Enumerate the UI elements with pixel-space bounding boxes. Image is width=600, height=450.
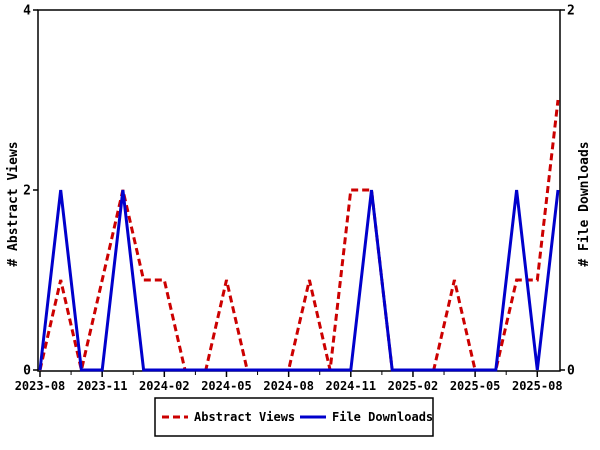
y-left-tick-label: 4 — [23, 4, 31, 19]
legend: Abstract Views File Downloads — [154, 397, 434, 437]
y-axis-left-labels: 0 2 4 — [23, 4, 31, 379]
x-tick-label: 2024-05 — [201, 379, 252, 393]
y-axis-left-ticks — [33, 9, 38, 371]
x-axis-minor-ticks — [70, 371, 507, 375]
x-tick-label: 2024-02 — [139, 379, 190, 393]
right-axis-title: # File Downloads — [577, 141, 592, 266]
x-axis-tick-labels: 2023-08 2023-11 2024-02 2024-05 2024-08 2024-… — [15, 379, 563, 393]
legend-entry-abstract-views: Abstract Views — [194, 410, 295, 424]
x-tick-label: 2024-08 — [263, 379, 314, 393]
y-right-tick-label: 2 — [567, 4, 575, 19]
series-line-abstract-views — [38, 99, 560, 372]
x-tick-label: 2023-08 — [15, 379, 66, 393]
legend-box — [154, 397, 434, 437]
x-tick-label: 2023-11 — [77, 379, 128, 393]
x-tick-label: 2025-05 — [450, 379, 501, 393]
series-lines — [38, 99, 560, 372]
legend-entry-file-downloads: File Downloads — [332, 410, 433, 424]
x-tick-label: 2025-08 — [512, 379, 563, 393]
series-line-file-downloads — [38, 189, 560, 372]
x-axis-major-ticks — [39, 371, 539, 377]
plot-border — [37, 9, 561, 372]
y-left-tick-label: 0 — [23, 364, 31, 379]
x-tick-label: 2025-02 — [388, 379, 439, 393]
x-tick-label: 2024-11 — [326, 379, 377, 393]
y-right-tick-label: 0 — [567, 364, 575, 379]
y-axis-right-labels: 02 — [567, 4, 575, 379]
left-axis-title: # Abstract Views — [6, 141, 21, 266]
y-left-tick-label: 2 — [23, 184, 31, 199]
y-axis-right-ticks — [560, 9, 565, 371]
